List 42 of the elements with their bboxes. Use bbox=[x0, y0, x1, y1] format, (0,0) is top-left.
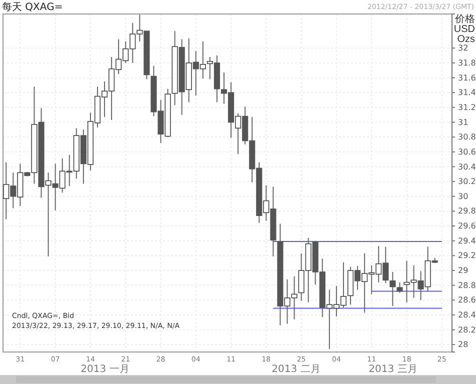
y-tick-label: 31.6 bbox=[458, 73, 476, 82]
y-tick-label: 32 bbox=[458, 44, 468, 53]
y-tick-label: 28 bbox=[458, 340, 468, 350]
candlestick bbox=[354, 266, 361, 290]
candlestick bbox=[206, 56, 213, 80]
y-tick-label: 29.8 bbox=[458, 206, 476, 216]
y-tick-label: 30.4 bbox=[458, 162, 476, 172]
y-tick-label: 29.2 bbox=[458, 251, 476, 260]
y-tick-label: 30 bbox=[458, 192, 468, 201]
y-tick-label: 28.6 bbox=[458, 296, 476, 305]
y-tick-label: 30.8 bbox=[458, 132, 476, 142]
y-tick-label: 30.6 bbox=[458, 147, 476, 156]
candlestick bbox=[45, 172, 52, 257]
candlestick bbox=[382, 246, 389, 284]
text: 2013 二月 bbox=[272, 364, 320, 375]
y-tick-label: 28.2 bbox=[458, 325, 476, 334]
y-axis-title: 价格 USD Ozs bbox=[454, 13, 475, 45]
candlestick bbox=[66, 154, 72, 186]
y-tick-label: 31 bbox=[458, 118, 468, 127]
text: 2013 三月 bbox=[368, 364, 418, 375]
candlestick bbox=[192, 50, 199, 96]
candlestick bbox=[396, 282, 403, 294]
candlestick bbox=[263, 184, 270, 222]
y-tick-label: 28.4 bbox=[458, 310, 476, 320]
y-tick-label: 31.2 bbox=[458, 102, 476, 112]
candlestick bbox=[418, 270, 424, 301]
y-tick-label: 30.2 bbox=[458, 177, 476, 186]
text: 2013 一月 bbox=[80, 364, 130, 375]
candlestick bbox=[10, 172, 16, 209]
candlestick bbox=[59, 158, 66, 194]
candlestick bbox=[390, 271, 396, 307]
candlestick bbox=[3, 162, 10, 220]
candlestick bbox=[200, 40, 206, 79]
y-tick-label: 31.4 bbox=[458, 88, 476, 98]
y-tick-label: 29.4 bbox=[458, 236, 476, 246]
chart-title: 每天 QXAG= bbox=[2, 1, 63, 13]
candlestick bbox=[52, 163, 58, 211]
y-tick-label: 29 bbox=[458, 266, 468, 276]
y-tick-label: 28.8 bbox=[458, 280, 476, 290]
y-tick-label: 31.8 bbox=[458, 58, 476, 68]
candlestick bbox=[235, 112, 242, 155]
y-tick-label: 29.6 bbox=[458, 222, 476, 231]
